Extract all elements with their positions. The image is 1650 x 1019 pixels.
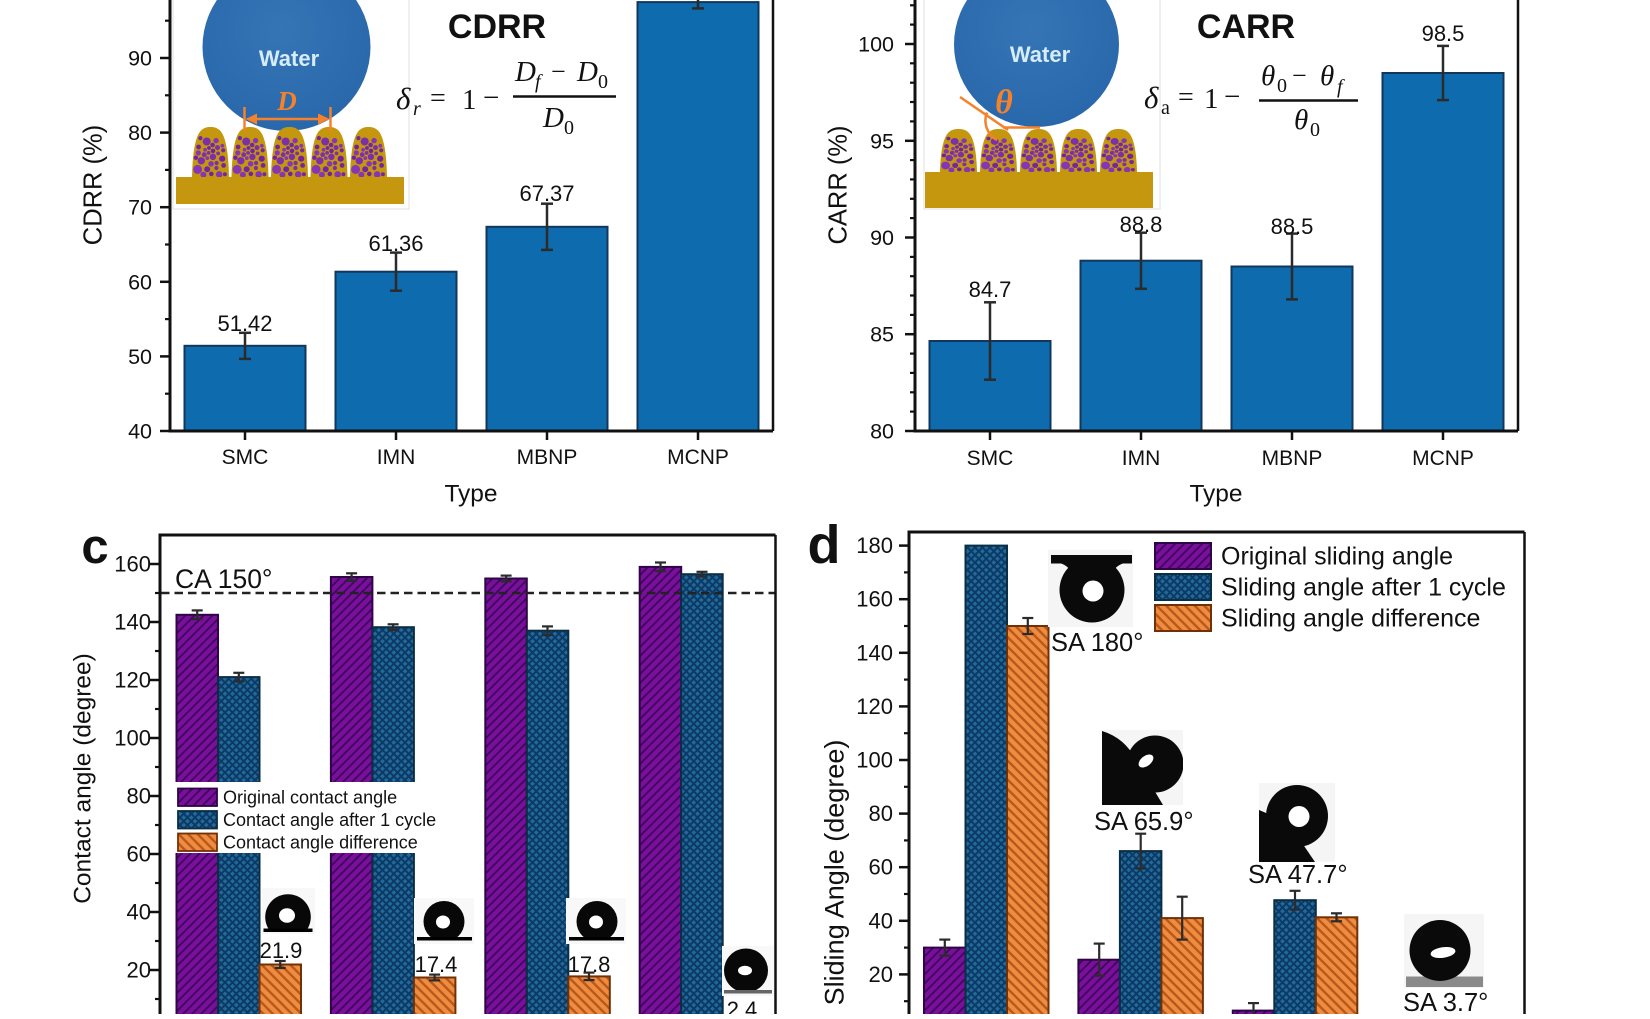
svg-text:0: 0 (598, 71, 608, 93)
svg-text:f: f (1337, 76, 1345, 98)
svg-text:−: − (551, 57, 566, 86)
svg-text:17.4: 17.4 (415, 952, 458, 977)
svg-text:θ: θ (1320, 60, 1334, 92)
svg-text:Contact angle difference: Contact angle difference (223, 833, 418, 853)
svg-text:MCNP: MCNP (667, 446, 729, 469)
svg-text:MBNP: MBNP (1262, 447, 1323, 470)
svg-text:1: 1 (1204, 83, 1219, 115)
svg-text:D: D (576, 56, 598, 88)
svg-text:100: 100 (856, 748, 893, 773)
svg-text:60: 60 (128, 270, 152, 294)
svg-text:20: 20 (127, 958, 151, 983)
svg-text:Water: Water (259, 46, 320, 71)
svg-text:61.36: 61.36 (368, 231, 423, 256)
svg-text:f: f (535, 71, 543, 93)
svg-text:2.4: 2.4 (727, 997, 758, 1014)
svg-text:85: 85 (870, 323, 894, 347)
svg-text:20: 20 (869, 962, 893, 987)
svg-text:80: 80 (870, 420, 894, 444)
svg-text:0: 0 (1310, 119, 1320, 141)
svg-text:40: 40 (128, 420, 152, 444)
svg-text:1: 1 (462, 84, 477, 116)
svg-text:Type: Type (444, 481, 497, 508)
svg-text:21.9: 21.9 (260, 938, 303, 963)
svg-text:θ: θ (1261, 60, 1275, 92)
svg-text:80: 80 (128, 121, 152, 145)
svg-text:δ: δ (1144, 80, 1159, 115)
svg-text:88.5: 88.5 (1271, 214, 1314, 239)
svg-text:IMN: IMN (1122, 447, 1161, 470)
svg-text:67.37: 67.37 (519, 181, 574, 206)
svg-text:Sliding Angle (degree): Sliding Angle (degree) (820, 740, 850, 1006)
svg-text:0: 0 (1277, 75, 1287, 97)
svg-text:80: 80 (127, 784, 151, 809)
svg-text:=: = (430, 83, 446, 114)
svg-text:SA 47.7°: SA 47.7° (1248, 861, 1348, 889)
svg-text:SMC: SMC (967, 447, 1014, 470)
svg-text:80: 80 (869, 801, 893, 826)
svg-text:CARR (%): CARR (%) (825, 126, 853, 245)
svg-text:SMC: SMC (222, 446, 269, 469)
svg-text:160: 160 (856, 587, 893, 612)
svg-text:CDRR (%): CDRR (%) (80, 125, 108, 245)
svg-text:40: 40 (127, 900, 151, 925)
svg-text:D: D (276, 86, 297, 116)
svg-text:70: 70 (128, 196, 152, 220)
svg-text:Type: Type (1189, 481, 1242, 508)
svg-text:51.42: 51.42 (217, 311, 272, 336)
svg-text:0: 0 (564, 117, 574, 139)
svg-text:Original sliding angle: Original sliding angle (1221, 543, 1453, 571)
svg-text:CARR: CARR (1197, 8, 1295, 46)
svg-text:θ: θ (1294, 104, 1308, 136)
svg-text:120: 120 (856, 694, 893, 719)
svg-text:Original contact angle: Original contact angle (223, 788, 397, 808)
svg-text:−: − (483, 82, 499, 114)
svg-text:88.8: 88.8 (1120, 212, 1163, 237)
svg-text:100: 100 (114, 726, 151, 751)
svg-text:60: 60 (127, 842, 151, 867)
svg-text:D: D (542, 102, 564, 134)
svg-text:CA 150°: CA 150° (175, 564, 273, 594)
svg-text:Sliding angle after 1 cycle: Sliding angle after 1 cycle (1221, 574, 1506, 602)
svg-text:r: r (413, 98, 421, 120)
svg-text:a: a (1161, 97, 1170, 119)
svg-text:98.5: 98.5 (1422, 21, 1465, 46)
svg-text:SA 65.9°: SA 65.9° (1094, 808, 1194, 836)
svg-text:180: 180 (856, 533, 893, 558)
svg-text:160: 160 (114, 552, 151, 577)
svg-text:Contact angle (degree): Contact angle (degree) (70, 653, 97, 904)
svg-text:−: − (1292, 61, 1307, 90)
svg-text:MCNP: MCNP (1412, 447, 1474, 470)
svg-text:Contact angle after 1 cycle: Contact angle after 1 cycle (223, 810, 436, 830)
svg-text:50: 50 (128, 345, 152, 369)
svg-text:MBNP: MBNP (517, 446, 578, 469)
svg-text:IMN: IMN (377, 446, 416, 469)
svg-text:90: 90 (870, 226, 894, 250)
svg-text:60: 60 (869, 855, 893, 880)
svg-text:SA 3.7°: SA 3.7° (1403, 989, 1488, 1014)
svg-text:Sliding angle difference: Sliding angle difference (1221, 605, 1480, 633)
svg-text:CDRR: CDRR (448, 8, 546, 46)
svg-text:d: d (808, 515, 841, 575)
svg-text:−: − (1224, 81, 1240, 113)
svg-text:40: 40 (869, 908, 893, 933)
svg-text:Water: Water (1010, 42, 1071, 67)
svg-text:c: c (81, 520, 108, 574)
svg-text:δ: δ (396, 81, 411, 116)
svg-text:84.7: 84.7 (969, 277, 1012, 302)
svg-text:17.8: 17.8 (568, 952, 611, 977)
svg-text:θ: θ (995, 84, 1013, 121)
svg-text:=: = (1178, 82, 1194, 113)
svg-text:120: 120 (114, 668, 151, 693)
svg-text:D: D (514, 56, 536, 88)
svg-text:90: 90 (128, 47, 152, 71)
svg-text:SA 180°: SA 180° (1051, 629, 1143, 657)
svg-text:100: 100 (858, 33, 894, 57)
svg-text:140: 140 (856, 640, 893, 665)
svg-text:140: 140 (114, 610, 151, 635)
svg-text:95: 95 (870, 129, 894, 153)
